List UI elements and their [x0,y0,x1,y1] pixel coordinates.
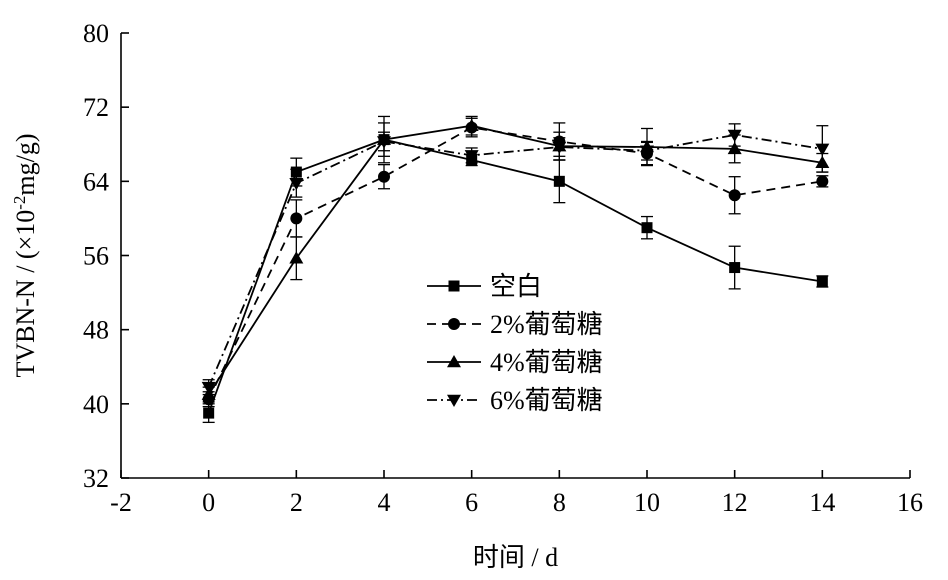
data-point [201,381,216,395]
data-point [816,175,829,188]
ticks: -2 0 2 4 6 8 10 12 14 16 32 40 48 56 64 72 80 [83,19,923,517]
data-point [553,175,565,187]
legend-marker [447,355,461,368]
y-axis-label-main: TVBN-N / (×10 [11,210,40,378]
data-point [378,170,390,183]
x-tick-label: 4 [378,488,391,517]
data-point [816,275,828,287]
data-point [729,262,741,274]
series-line [207,124,823,396]
series-4 [201,123,830,396]
y-tick-label: 80 [83,19,109,48]
x-tick-label: 12 [722,488,748,517]
y-axis-label-suffix: mg/g) [11,133,40,195]
legend-item-1: 空白 [427,272,542,301]
legend-label: 空白 [490,272,542,301]
data-point [728,189,741,202]
legend-marker [447,394,461,407]
y-tick-label: 56 [83,242,109,271]
y-axis-label: TVBN-N / (×10-2mg/g) [10,133,40,377]
y-tick-label: 48 [83,316,109,345]
data-point [641,222,653,234]
x-tick-label: 0 [202,488,215,517]
legend-marker [448,280,460,292]
legend-item-4: 6%葡萄糖 [427,386,603,415]
x-tick-label: 14 [809,488,835,517]
series-layer [201,115,830,424]
x-tick-label: 10 [634,488,660,517]
legend-item-3: 4%葡萄糖 [427,348,603,377]
y-tick-label: 32 [83,464,109,493]
y-tick-label: 64 [83,167,109,196]
data-point [552,141,567,155]
x-axis-label: 时间 / d [473,543,558,572]
data-point [464,118,479,131]
y-axis-label-superscript: -2 [10,196,29,210]
series-line [207,126,823,400]
x-tick-label: 8 [553,488,566,517]
legend-label: 2%葡萄糖 [490,310,603,339]
x-tick-label: 2 [290,488,303,517]
y-tick-label: 40 [83,390,109,419]
data-point [289,177,304,191]
legend-label: 6%葡萄糖 [490,386,603,415]
data-point [640,145,654,158]
data-point [727,129,742,142]
data-point [727,141,742,155]
data-point [290,212,303,225]
data-point [815,143,830,156]
series-line [207,138,823,414]
x-tick-label: -2 [110,488,132,517]
data-point [464,150,479,163]
legend-item-2: 2%葡萄糖 [427,310,603,339]
legend: 空白 2%葡萄糖 4%葡萄糖 6%葡萄糖 [427,272,603,415]
legend-marker [448,318,460,330]
data-point [377,136,391,149]
data-point [203,407,215,419]
x-tick-label: 16 [897,488,923,517]
legend-label: 4%葡萄糖 [490,348,603,377]
x-tick-label: 6 [465,488,478,517]
data-point [289,251,304,264]
y-tick-label: 72 [83,93,109,122]
